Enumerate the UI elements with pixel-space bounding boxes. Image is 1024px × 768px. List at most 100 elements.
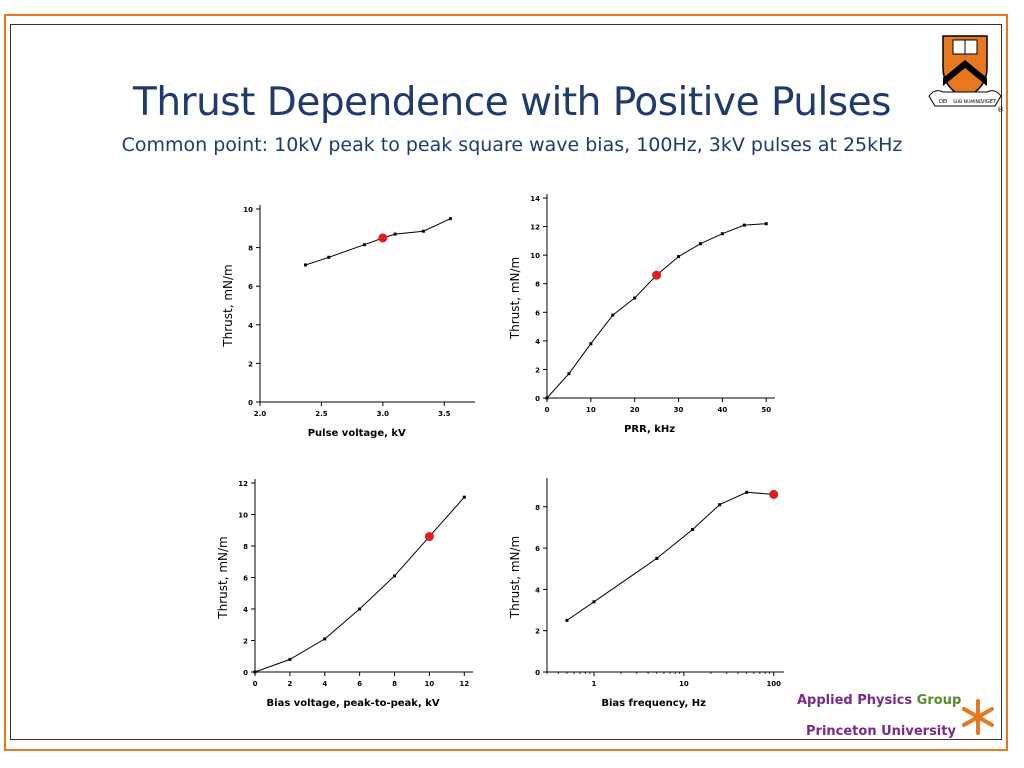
asterisk-icon [962,699,994,735]
data-point [742,223,746,227]
y-tick-label: 4 [248,322,253,330]
y-tick-label: 6 [248,283,253,291]
highlight-point [769,489,779,499]
y-tick-label: 12 [238,480,248,488]
chart-pulse-voltage: 0 2 4 6 8 10 2.0 2.5 3.0 3.5 Pulse voltage, kV Thru… [221,205,475,439]
chart-bias-voltage: 0 2 4 6 8 10 12 0 2 4 6 8 10 12 Bias voltage, peak-to-… [216,479,473,709]
highlight-point [424,532,434,542]
y-axis-label: Thrust, mN/m [216,536,230,619]
y-tick-label: 6 [535,309,540,317]
data-point [764,222,768,226]
y-tick-label: 4 [535,338,540,346]
series-line [566,491,774,621]
data-point [698,242,702,246]
x-tick-label: 10 [586,406,596,414]
y-axis-label: Thrust, mN/m [221,264,235,347]
data-point [545,396,549,400]
y-axis-label: Thrust, mN/m [508,536,522,619]
footer-group-name: Applied Physics Group [797,693,961,708]
x-tick-label: 50 [761,406,771,414]
x-tick-label: 2 [287,680,292,688]
data-point [327,255,331,259]
y-tick-label: 6 [535,545,540,553]
x-tick-label: 3.0 [377,410,390,418]
shield-chevron [943,60,987,86]
y-axis-label: Thrust, mN/m [508,257,522,340]
data-point [567,372,571,376]
series-line [254,496,465,673]
data-point [362,243,366,247]
chart-bias-frequency: 0 2 4 6 8 1 10 100 Bias frequency, Hz Thrust, mN/… [508,478,784,709]
footer-university: Princeton University [806,724,956,739]
data-point [421,229,425,233]
y-tick-label: 12 [530,224,540,232]
data-point [358,607,362,611]
footer-group-part2: Group [916,693,962,708]
y-tick-label: 0 [248,399,253,407]
data-point [393,232,397,236]
y-tick-label: 0 [243,669,248,677]
y-tick-label: 8 [243,543,248,551]
y-tick-label: 2 [535,366,540,374]
highlight-point [378,233,388,243]
y-tick-label: 2 [248,360,253,368]
x-tick-label: 6 [357,680,362,688]
x-axis-label: Bias voltage, peak-to-peak, kV [267,698,440,709]
data-point [303,263,307,267]
x-tick-label: 30 [674,406,684,414]
data-point [589,342,593,346]
data-point [677,255,681,259]
series-line [305,218,451,266]
y-tick-label: 0 [535,395,540,403]
data-point [448,217,452,221]
registered-mark: ® [997,106,1004,112]
y-tick-label: 6 [243,575,248,583]
y-tick-label: 4 [535,586,540,594]
x-tick-label: 2.0 [254,410,267,418]
y-tick-label: 2 [243,638,248,646]
y-tick-label: 10 [243,206,253,214]
slide-outer-frame [4,14,1008,751]
y-tick-label: 4 [243,606,248,614]
data-point [745,490,749,494]
x-tick-label: 20 [630,406,640,414]
data-point [691,528,695,531]
data-point [565,618,569,622]
y-tick-label: 8 [535,281,540,289]
data-point [288,657,292,661]
x-axis-label: PRR, kHz [624,424,675,435]
data-point [718,503,722,507]
slide-subtitle: Common point: 10kV peak to peak square w… [121,134,903,156]
x-tick-label: 12 [459,680,469,688]
y-tick-label: 10 [530,252,540,260]
data-point [611,313,615,317]
princeton-shield-logo: DEI SUB NUMINE VIGET ® [928,35,1004,112]
y-tick-label: 0 [535,669,540,677]
y-tick-label: 2 [535,628,540,636]
data-point [720,232,724,236]
x-tick-label: 3.5 [438,410,451,418]
x-tick-label: 100 [766,680,781,688]
y-tick-label: 10 [238,512,248,520]
y-tick-label: 8 [248,245,253,253]
x-tick-label: 4 [322,680,327,688]
x-tick-label: 1 [592,680,597,688]
y-tick-label: 14 [530,195,540,203]
shield-ribbon [928,90,1002,107]
x-tick-label: 10 [679,680,689,688]
x-axis-label: Pulse voltage, kV [308,428,406,439]
x-tick-label: 8 [392,680,397,688]
shield-motto-mid: SUB NUMINE [953,99,982,105]
highlight-point [652,270,662,280]
shield-motto-left: DEI [939,99,947,105]
series-line [546,223,767,399]
data-point [393,574,397,578]
x-tick-label: 2.5 [315,410,328,418]
x-axis-label: Bias frequency, Hz [601,698,706,709]
data-point [592,600,596,604]
slide-title: Thrust Dependence with Positive Pulses [133,80,892,125]
x-tick-label: 10 [425,680,435,688]
data-point [462,495,466,499]
y-tick-label: 8 [535,504,540,512]
footer-group-part1: Applied Physics [797,693,913,708]
